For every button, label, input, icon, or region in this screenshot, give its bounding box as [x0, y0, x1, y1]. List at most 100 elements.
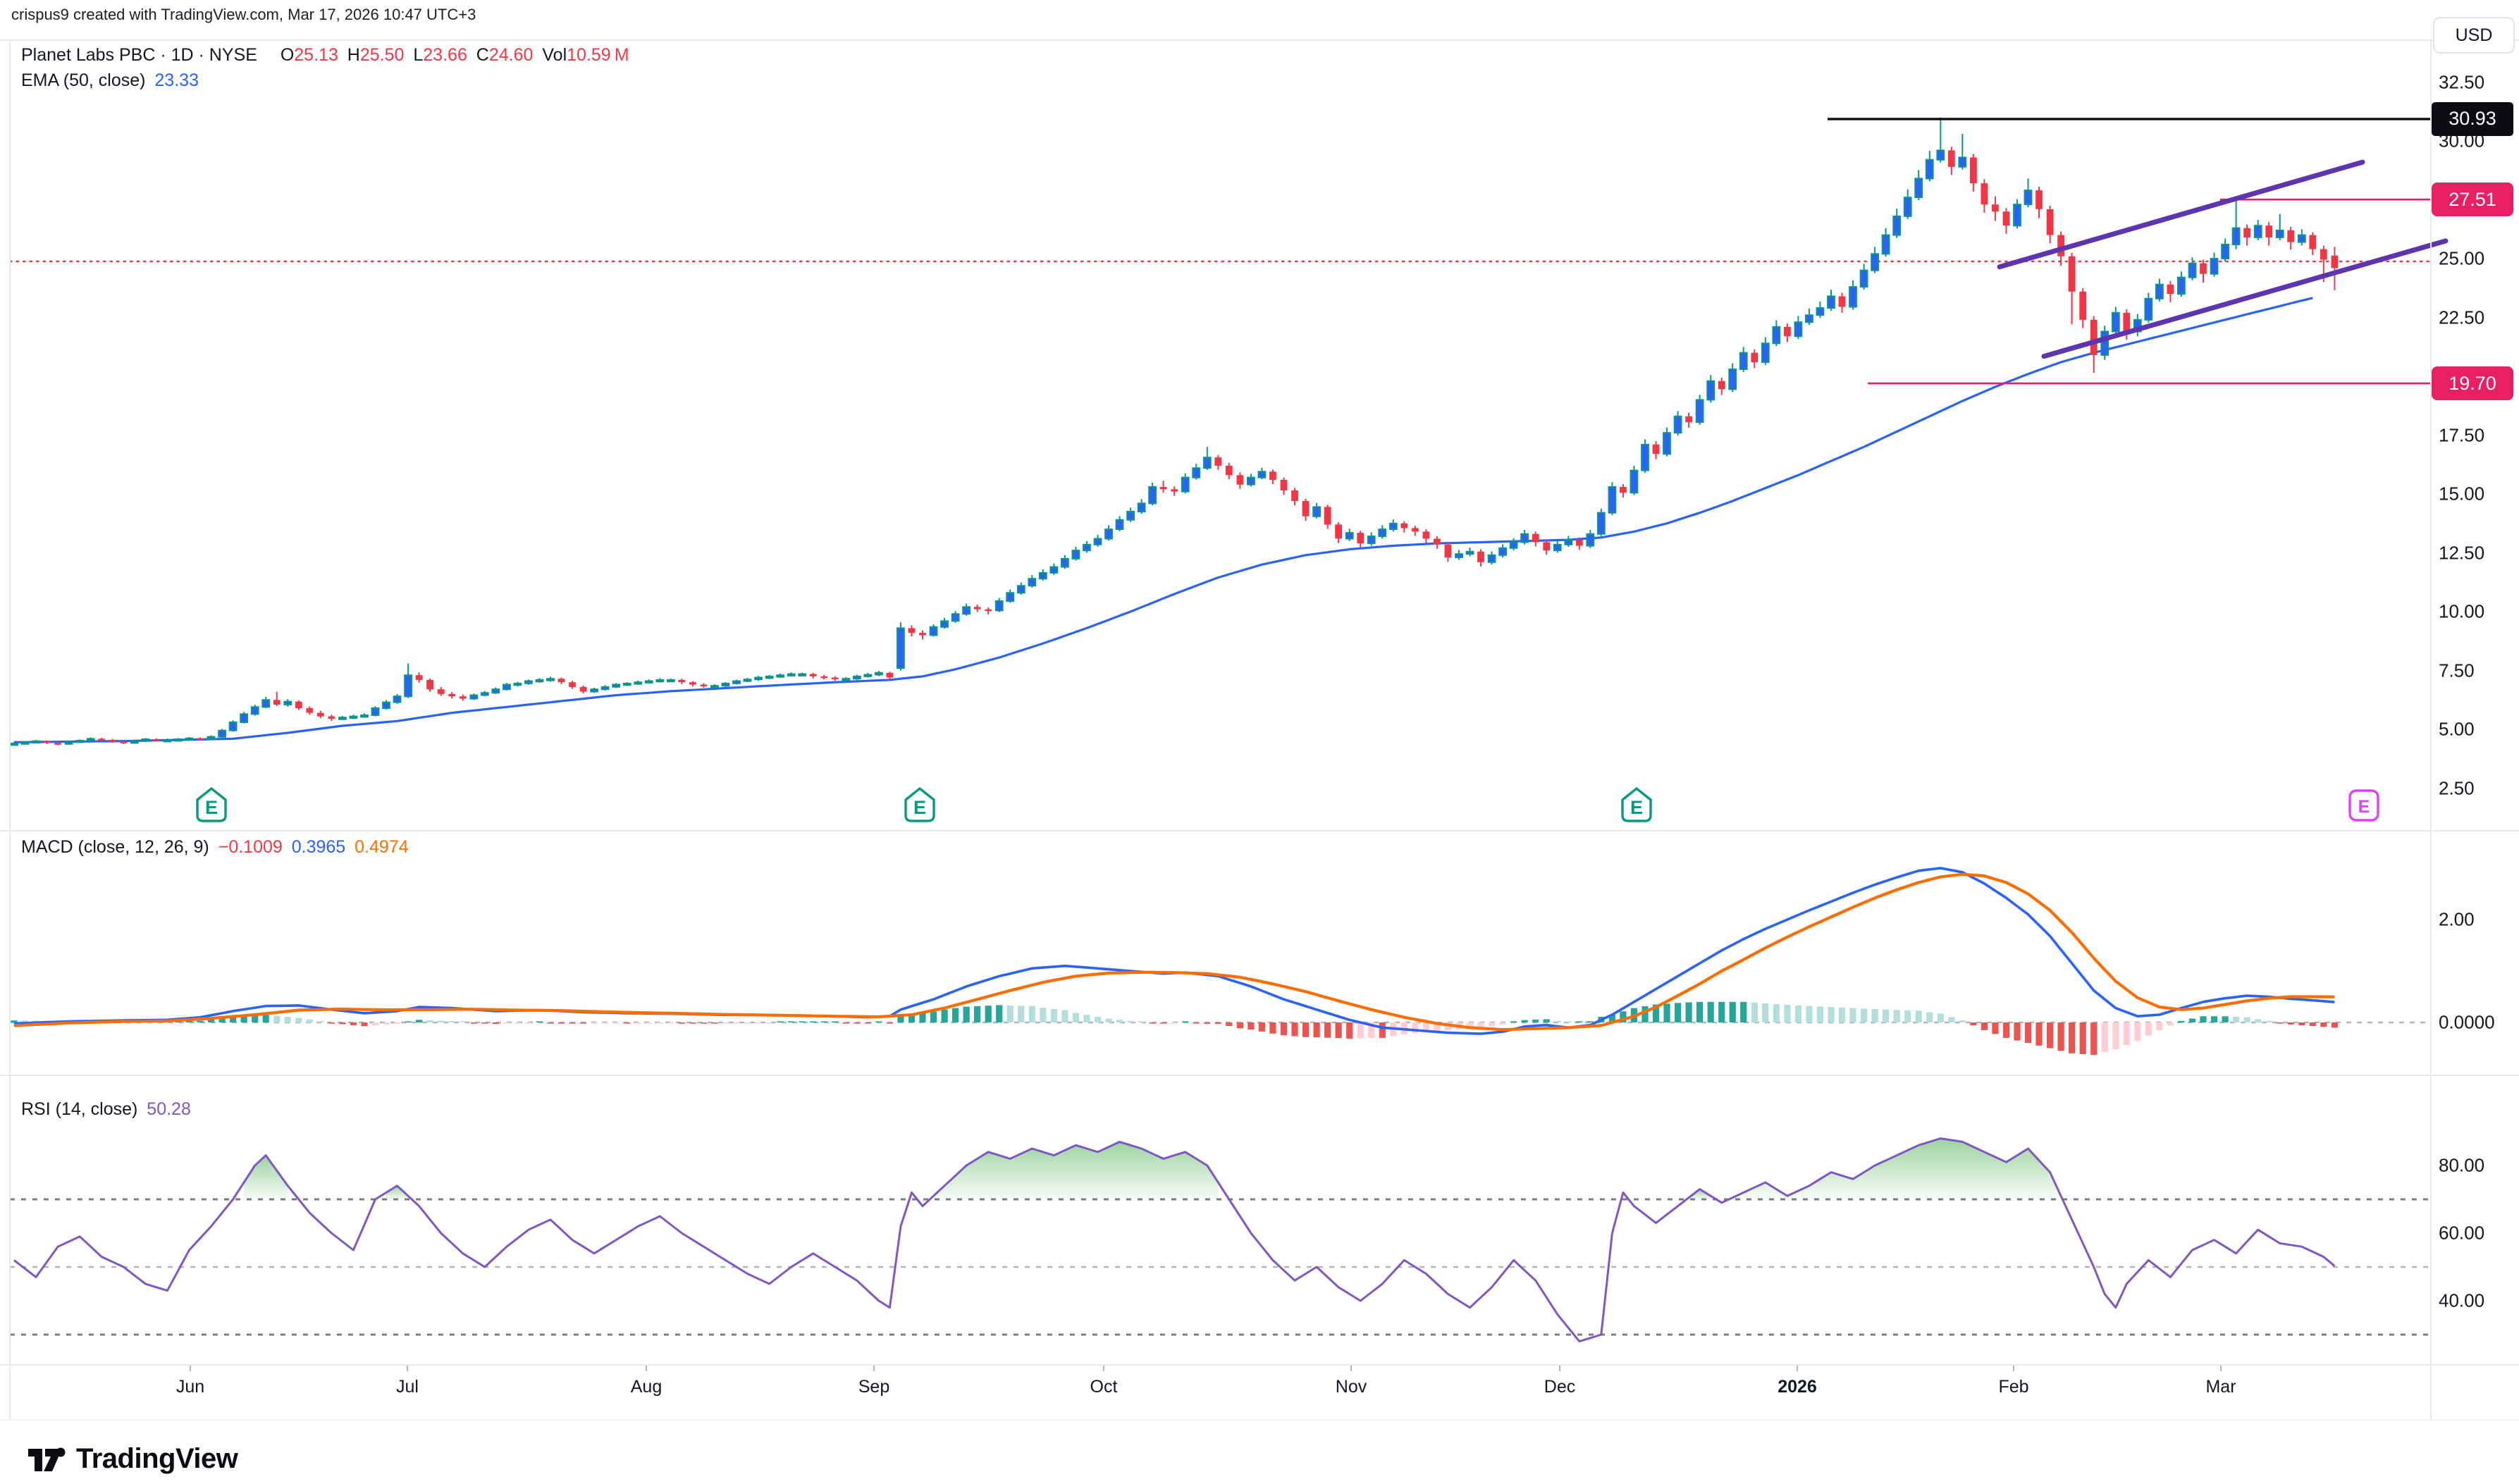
candle: [393, 695, 402, 703]
candle: [109, 740, 116, 742]
candle: [1608, 486, 1617, 514]
candle: [831, 677, 839, 679]
low-key: L: [413, 45, 424, 65]
candle: [250, 706, 259, 715]
candle: [1126, 511, 1135, 521]
candle: [1564, 539, 1573, 545]
candle: [1388, 522, 1398, 531]
candle: [569, 682, 576, 687]
low-value: 23.66: [423, 45, 467, 65]
candle: [2167, 284, 2174, 295]
chart-top-border: [0, 39, 2519, 41]
candle: [1772, 326, 1781, 345]
candle: [1816, 307, 1825, 316]
candle: [1620, 487, 1627, 493]
candle: [962, 606, 971, 615]
candle: [1947, 150, 1955, 167]
price-tick-22.50: 22.50: [2439, 307, 2485, 328]
candle: [349, 715, 358, 719]
rsi-tick-60.00: 60.00: [2439, 1222, 2485, 1244]
tradingview-logo[interactable]: TradingView: [27, 1440, 238, 1477]
candle: [754, 676, 763, 681]
candle: [590, 688, 599, 693]
candle: [2002, 211, 2010, 226]
candle: [306, 707, 314, 713]
time-axis-border: [0, 1364, 2519, 1366]
chart-bottom-border: [0, 1419, 2519, 1421]
symbol-title: Planet Labs PBC · 1D · NYSE: [21, 45, 257, 65]
month-label-2026: 2026: [1778, 1377, 1817, 1397]
candle: [1958, 156, 1967, 168]
candle: [1761, 342, 1770, 363]
channel-lower-line: [2041, 238, 2449, 359]
candle: [2046, 209, 2054, 235]
macd-legend[interactable]: MACD (close, 12, 26, 9) −0.1009 0.3965 0…: [21, 837, 413, 858]
close-key: C: [476, 45, 489, 65]
candle: [130, 740, 139, 744]
price-macd-divider[interactable]: [0, 830, 2519, 831]
volume-key: Vol: [542, 45, 567, 65]
candle: [2243, 228, 2250, 237]
macd-rsi-divider[interactable]: [0, 1075, 2519, 1076]
rsi-overbought-fill: [1689, 1189, 1711, 1199]
rsi-line: [13, 1137, 2336, 1343]
candle: [2123, 312, 2131, 332]
candle: [1083, 543, 1091, 552]
symbol-legend[interactable]: Planet Labs PBC · 1D · NYSE O25.13 H25.5…: [21, 45, 634, 66]
candle: [2079, 291, 2087, 320]
candle: [328, 716, 335, 719]
price-axis-separator[interactable]: [2430, 39, 2432, 1419]
candle: [2068, 256, 2076, 292]
candle: [2200, 263, 2207, 274]
candle: [678, 679, 686, 683]
candle: [1434, 538, 1441, 545]
candle: [765, 675, 774, 679]
candle: [1914, 178, 1923, 199]
candle: [1509, 541, 1518, 549]
candle: [919, 633, 926, 636]
candle: [1444, 544, 1452, 558]
macd-signal-value: 0.4974: [355, 837, 409, 857]
candle: [886, 672, 894, 678]
ema-legend[interactable]: EMA (50, close) 23.33: [21, 70, 203, 91]
candle: [503, 684, 511, 691]
currency-button[interactable]: USD: [2433, 17, 2515, 54]
month-label-Sep: Sep: [858, 1377, 890, 1397]
candle: [1751, 352, 1759, 362]
macd-tick-2.00: 2.00: [2439, 908, 2475, 930]
candle: [1225, 465, 1233, 476]
candle: [32, 740, 41, 744]
price-tick-15.00: 15.00: [2439, 483, 2485, 505]
candle: [644, 680, 653, 684]
candle: [842, 678, 851, 681]
candle: [1411, 528, 1419, 532]
candle: [612, 684, 621, 688]
candle: [1871, 253, 1879, 271]
candle: [273, 700, 281, 705]
candle: [1673, 415, 1682, 434]
candle: [1280, 480, 1288, 490]
rsi-legend[interactable]: RSI (14, close) 50.28: [21, 1099, 195, 1120]
rsi-value: 50.28: [147, 1099, 191, 1119]
candle: [1148, 486, 1157, 505]
candle: [908, 628, 916, 633]
price-tick-12.50: 12.50: [2439, 542, 2485, 563]
rsi-overbought-fill: [1732, 1138, 2062, 1199]
candle: [1859, 269, 1868, 288]
candle: [897, 627, 905, 669]
candle: [1324, 507, 1331, 525]
candle: [43, 741, 51, 743]
macd-hist-value: −0.1009: [218, 837, 283, 857]
candle: [98, 738, 106, 741]
candle: [1312, 506, 1321, 517]
macd-tick-0.0000: 0.0000: [2439, 1011, 2495, 1033]
candle: [2309, 235, 2317, 249]
candle: [316, 712, 324, 717]
candle: [415, 675, 423, 680]
candle: [1970, 157, 1977, 184]
candle: [338, 717, 347, 720]
candle: [2320, 249, 2327, 260]
candle: [2100, 330, 2110, 356]
candle: [546, 678, 555, 681]
